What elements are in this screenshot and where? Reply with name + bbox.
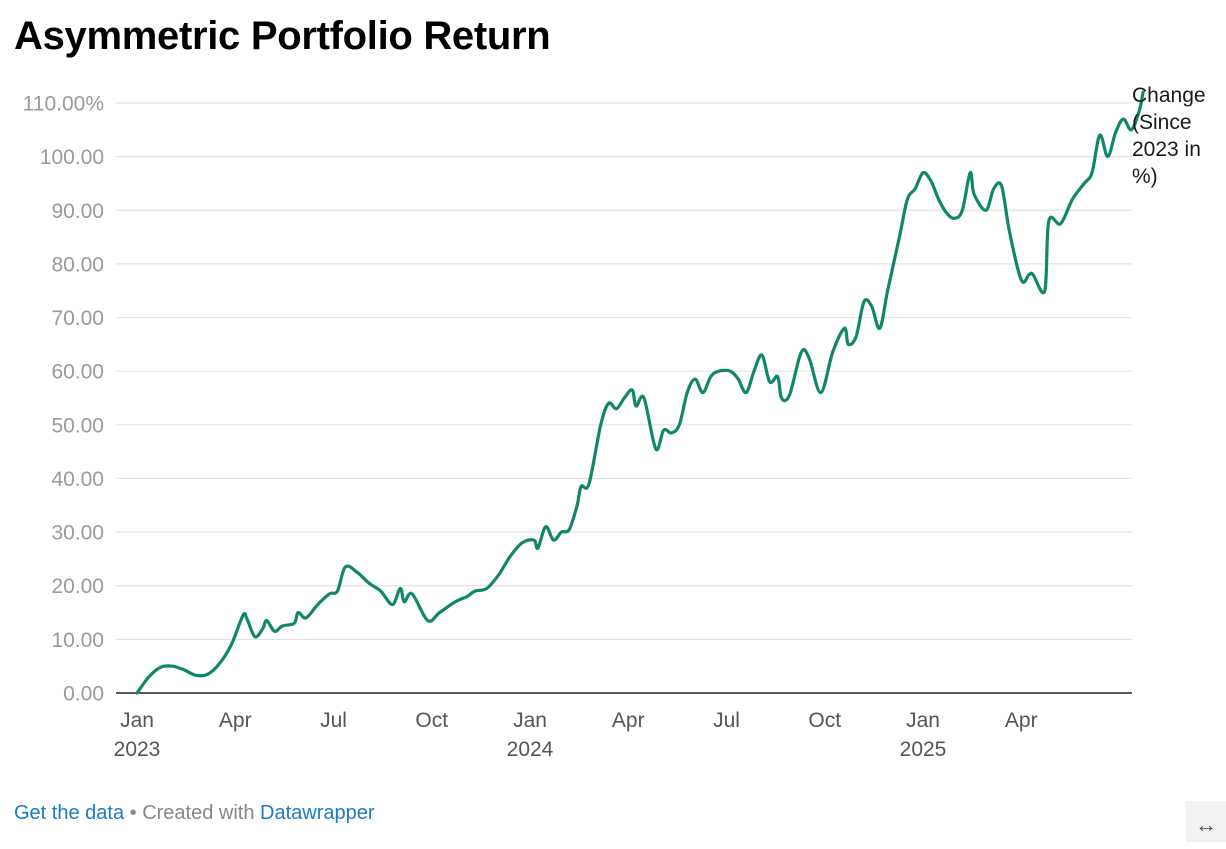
series-label-line: (Since: [1132, 111, 1192, 134]
y-tick-label: 110.00%: [23, 93, 104, 116]
y-tick-label: 10.00: [51, 629, 104, 652]
series-label-line: %): [1132, 165, 1158, 188]
get-the-data-link[interactable]: Get the data: [14, 802, 125, 824]
x-tick-label: Apr: [1005, 709, 1038, 732]
y-tick-label: 0.00: [63, 683, 104, 706]
y-axis-ticks: 110.00% 100.00 90.00 80.00 70.00 60.00 50.00 40…: [23, 93, 104, 706]
y-tick-label: 60.00: [51, 361, 104, 384]
series-label: Change (Since 2023 in%): [1132, 84, 1206, 188]
y-tick-label: 30.00: [51, 522, 104, 545]
y-tick-label: 100.00: [40, 146, 104, 169]
series-line: [135, 90, 1145, 695]
footer: Get the data • Created with Datawrapper: [14, 802, 375, 825]
x-tick-label: Jan: [120, 709, 154, 732]
x-tick-label: Jul: [713, 709, 740, 732]
line-chart: 110.00% 100.00 90.00 80.00 70.00 60.00 50.00 40…: [23, 84, 1206, 761]
expand-arrows-icon[interactable]: ↔: [1186, 801, 1226, 842]
y-tick-label: 90.00: [51, 200, 104, 223]
x-tick-label: Oct: [808, 709, 841, 732]
x-tick-label: Jan: [513, 709, 547, 732]
datawrapper-link[interactable]: Datawrapper: [260, 802, 375, 824]
x-tick-label: Apr: [219, 709, 252, 732]
x-tick-year-label: 2023: [114, 738, 161, 761]
y-tick-label: 80.00: [51, 253, 104, 276]
x-axis-ticks: Jan 2023 Apr Jul Oct Jan 2024 Apr Jul Oct Jan 2025 A…: [114, 709, 1038, 761]
x-tick-label: Jul: [320, 709, 347, 732]
x-tick-label: Apr: [612, 709, 645, 732]
series-layer: [135, 90, 1145, 695]
x-tick-year-label: 2024: [507, 738, 554, 761]
gridlines: [116, 102, 1132, 640]
series-label-line: 2023 in: [1132, 138, 1201, 161]
footer-credit-text: • Created with: [124, 802, 261, 824]
y-tick-label: 50.00: [51, 414, 104, 437]
x-tick-label: Oct: [415, 709, 448, 732]
x-tick-year-label: 2025: [900, 738, 947, 761]
series-label-line: Change: [1132, 84, 1206, 107]
y-tick-label: 40.00: [51, 468, 104, 491]
chart-title: Asymmetric Portfolio Return: [14, 14, 551, 58]
x-tick-label: Jan: [906, 709, 940, 732]
y-tick-label: 70.00: [51, 307, 104, 330]
y-tick-label: 20.00: [51, 575, 104, 598]
